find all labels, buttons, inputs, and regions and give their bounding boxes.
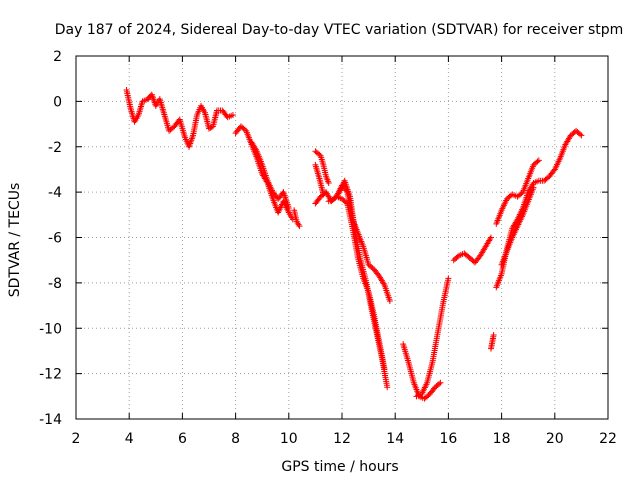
x-tick-label: 8 <box>231 431 240 447</box>
data-point <box>487 234 494 241</box>
data-point <box>577 131 584 138</box>
data-point <box>229 111 236 118</box>
y-tick-label: -4 <box>48 185 62 201</box>
x-tick-label: 18 <box>493 431 511 447</box>
y-axis-label: SDTVAR / TECUs <box>7 183 23 298</box>
data-point <box>535 157 542 164</box>
data-point <box>381 366 388 373</box>
x-tick-label: 6 <box>178 431 187 447</box>
data-point <box>454 253 461 260</box>
chart-title: Day 187 of 2024, Sidereal Day-to-day VTE… <box>55 22 624 38</box>
y-tick-label: -12 <box>39 367 62 383</box>
data-point <box>490 332 497 339</box>
data-point <box>285 205 292 212</box>
x-tick-label: 10 <box>280 431 298 447</box>
x-tick-label: 2 <box>72 431 81 447</box>
data-point <box>386 298 393 305</box>
x-tick-label: 4 <box>125 431 134 447</box>
grid-lines <box>76 56 608 419</box>
y-tick-label: -8 <box>48 276 62 292</box>
y-tick-label: 2 <box>53 49 62 65</box>
x-tick-label: 14 <box>386 431 404 447</box>
data-point <box>534 158 541 165</box>
y-tick-label: -10 <box>39 321 62 337</box>
y-tick-label: -2 <box>48 140 62 156</box>
x-tick-label: 22 <box>599 431 617 447</box>
data-points <box>123 87 585 402</box>
data-point <box>325 180 332 187</box>
data-point <box>437 379 444 386</box>
x-tick-label: 12 <box>333 431 351 447</box>
x-axis-label: GPS time / hours <box>281 459 398 475</box>
data-point <box>320 191 327 198</box>
data-point <box>296 223 303 230</box>
x-tick-label: 20 <box>546 431 564 447</box>
data-point <box>384 384 391 391</box>
data-point <box>578 132 585 139</box>
data-point <box>436 380 443 387</box>
data-point <box>445 275 452 282</box>
y-tick-label: 0 <box>53 94 62 110</box>
x-tick-label: 16 <box>439 431 457 447</box>
y-tick-label: -6 <box>48 231 62 247</box>
data-point <box>530 184 537 191</box>
y-tick-label: -14 <box>39 412 62 428</box>
data-point <box>342 199 349 206</box>
